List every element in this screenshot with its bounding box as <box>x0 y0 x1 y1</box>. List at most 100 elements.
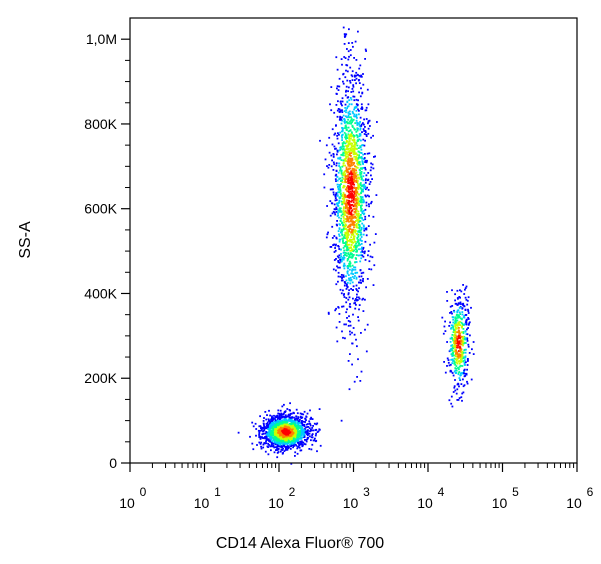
data-point <box>457 323 460 326</box>
data-point <box>454 342 457 345</box>
data-point <box>348 28 350 31</box>
data-point <box>348 122 351 125</box>
data-point <box>310 448 313 451</box>
data-point <box>351 164 353 167</box>
data-point <box>342 192 345 194</box>
x-tick-label-exponent: 6 <box>587 485 594 499</box>
data-point <box>335 326 338 329</box>
data-point <box>290 420 293 422</box>
data-point <box>289 409 291 412</box>
data-point <box>354 299 356 302</box>
data-point <box>351 363 353 366</box>
data-point <box>350 218 353 221</box>
data-point <box>296 433 299 436</box>
data-point <box>353 191 355 193</box>
data-point <box>359 167 362 170</box>
data-point <box>339 197 342 199</box>
data-point <box>346 208 349 211</box>
data-point <box>363 183 366 186</box>
data-point <box>459 313 462 315</box>
data-point <box>282 436 284 439</box>
data-point <box>455 351 458 353</box>
data-point <box>343 177 345 180</box>
data-point <box>323 173 326 176</box>
data-point <box>276 456 279 459</box>
data-point <box>358 229 361 232</box>
data-point <box>348 247 351 249</box>
data-point <box>297 446 299 448</box>
data-point <box>444 330 447 332</box>
data-point <box>361 131 363 133</box>
data-point <box>459 358 462 361</box>
data-point <box>338 233 340 236</box>
data-point <box>305 439 308 441</box>
data-point <box>356 206 358 208</box>
data-point <box>362 163 364 165</box>
x-tick-label-exponent: 1 <box>214 485 221 499</box>
data-point <box>355 208 358 210</box>
data-point <box>455 392 458 395</box>
data-point <box>456 338 459 341</box>
data-point <box>456 327 458 329</box>
data-point <box>289 431 292 434</box>
data-point <box>267 428 270 430</box>
data-point <box>468 352 471 354</box>
data-point <box>333 163 336 166</box>
data-point <box>364 298 366 301</box>
data-point <box>354 79 356 81</box>
data-point <box>293 445 295 447</box>
data-point <box>354 244 356 247</box>
data-point <box>344 134 347 137</box>
data-point <box>351 139 354 141</box>
data-point <box>465 321 468 324</box>
data-point <box>348 199 351 202</box>
data-point <box>281 439 283 442</box>
data-point <box>283 423 286 425</box>
data-point <box>452 321 455 324</box>
data-point <box>337 306 340 309</box>
data-point <box>341 173 344 175</box>
y-tick-label: 0 <box>109 455 117 471</box>
data-point <box>362 248 364 250</box>
data-point <box>338 178 341 180</box>
data-point <box>468 321 471 324</box>
data-point <box>333 211 336 214</box>
data-point <box>373 241 376 244</box>
data-point <box>340 147 343 150</box>
data-point <box>357 235 360 238</box>
data-point <box>345 202 347 205</box>
data-point <box>346 317 348 319</box>
data-point <box>335 124 337 127</box>
data-point <box>332 193 335 196</box>
data-point <box>350 212 353 215</box>
data-point <box>347 116 350 118</box>
data-point <box>273 414 275 417</box>
data-point <box>360 228 363 231</box>
data-point <box>454 358 457 361</box>
data-point <box>457 314 460 317</box>
data-point <box>348 55 350 58</box>
data-point <box>266 414 268 416</box>
data-point <box>300 431 303 433</box>
data-point <box>451 289 453 292</box>
data-point <box>358 297 361 300</box>
data-point <box>363 133 366 135</box>
data-point <box>348 256 350 259</box>
data-point <box>349 160 352 162</box>
data-point <box>304 443 307 446</box>
data-point <box>337 149 340 152</box>
data-point <box>265 440 267 443</box>
data-point <box>457 399 460 401</box>
data-point <box>360 123 363 126</box>
data-point <box>290 462 293 465</box>
data-point <box>271 433 274 435</box>
data-point <box>337 230 340 232</box>
data-point <box>284 432 287 435</box>
data-point <box>354 261 357 263</box>
data-point <box>347 58 350 61</box>
data-point <box>355 248 358 251</box>
data-point <box>342 215 345 218</box>
data-point <box>310 439 312 442</box>
data-point <box>360 184 362 186</box>
data-point <box>449 363 452 366</box>
